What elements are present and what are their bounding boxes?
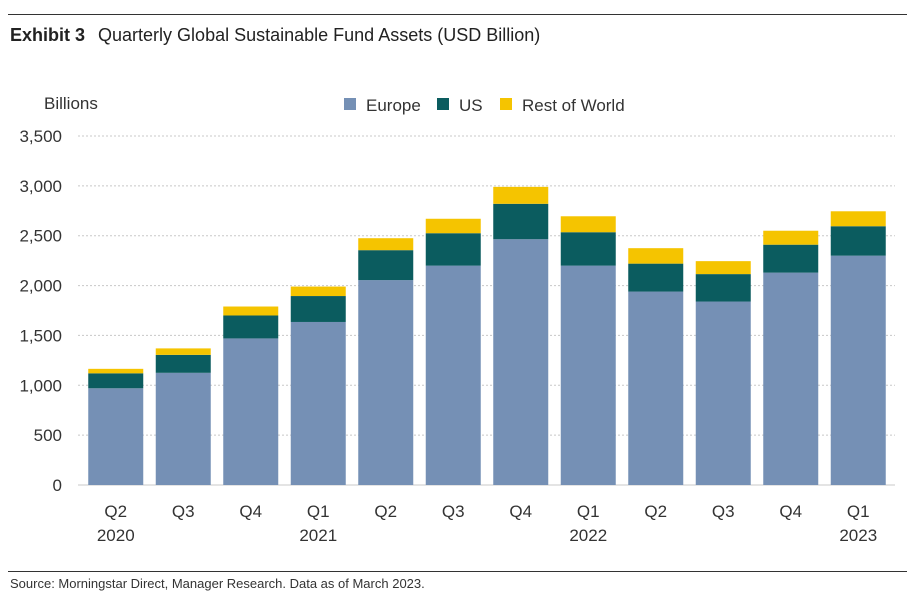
bar-rest-of-world — [223, 306, 279, 316]
bar-europe — [88, 388, 144, 485]
exhibit-title: Exhibit 3 Quarterly Global Sustainable F… — [10, 22, 540, 48]
bar-europe — [290, 321, 346, 485]
x-tick-year: 2021 — [299, 526, 337, 545]
bar-rest-of-world — [830, 211, 886, 227]
bar-europe — [155, 372, 211, 485]
bar-europe — [493, 239, 549, 485]
y-tick-label: 3,500 — [19, 127, 62, 146]
x-tick-quarter: Q2 — [644, 502, 667, 521]
bar-us — [358, 250, 414, 281]
bar-europe — [560, 265, 616, 485]
source-note: Source: Morningstar Direct, Manager Rese… — [10, 576, 425, 591]
y-axis-ticks: 0 500 1,000 1,500 2,000 2,500 3,000 3,500 — [19, 127, 62, 495]
bar-us — [493, 203, 549, 240]
legend-label: Rest of World — [522, 96, 625, 115]
bar-rest-of-world — [560, 216, 616, 233]
bar-us — [628, 263, 684, 292]
y-tick-label: 2,000 — [19, 277, 62, 296]
x-tick-quarter: Q1 — [577, 502, 600, 521]
legend: Europe US Rest of World — [344, 96, 625, 115]
legend-swatch-rest-of-world — [500, 98, 512, 110]
bar-europe — [763, 272, 819, 485]
bar-rest-of-world — [425, 218, 481, 234]
x-tick-year: 2020 — [97, 526, 135, 545]
x-tick-quarter: Q3 — [712, 502, 735, 521]
x-tick-quarter: Q1 — [307, 502, 330, 521]
bar-rest-of-world — [695, 261, 751, 275]
bars — [88, 186, 886, 485]
y-tick-label: 3,000 — [19, 177, 62, 196]
legend-label: Europe — [366, 96, 421, 115]
x-tick-quarter: Q3 — [442, 502, 465, 521]
x-tick-quarter: Q4 — [779, 502, 802, 521]
bar-rest-of-world — [88, 368, 144, 374]
bar-rest-of-world — [493, 186, 549, 204]
bar-rest-of-world — [628, 248, 684, 264]
bar-europe — [358, 280, 414, 485]
exhibit-label: Exhibit 3 — [10, 25, 86, 45]
legend-swatch-us — [437, 98, 449, 110]
chart-title: Quarterly Global Sustainable Fund Assets… — [98, 25, 541, 45]
bar-rest-of-world — [290, 286, 346, 297]
bar-rest-of-world — [358, 238, 414, 251]
legend-swatch-europe — [344, 98, 356, 110]
bar-us — [88, 373, 144, 389]
y-tick-label: 500 — [34, 426, 62, 445]
bar-europe — [695, 301, 751, 485]
legend-label: US — [459, 96, 483, 115]
gridlines — [78, 135, 895, 486]
bar-europe — [223, 338, 279, 485]
y-tick-label: 1,000 — [19, 376, 62, 395]
bar-rest-of-world — [155, 348, 211, 355]
bar-us — [695, 274, 751, 302]
bar-europe — [425, 265, 481, 485]
top-divider — [8, 14, 907, 15]
bar-us — [290, 296, 346, 322]
x-tick-quarter: Q2 — [104, 502, 127, 521]
x-axis-ticks: Q2 2020 Q3 Q4 Q1 2021 Q2 Q3 Q4 Q1 2022 Q2 Q3 Q4 Q1 2023 — [97, 502, 877, 545]
x-tick-quarter: Q3 — [172, 502, 195, 521]
bar-us — [830, 226, 886, 256]
bar-us — [425, 233, 481, 266]
bar-rest-of-world — [763, 230, 819, 245]
x-tick-year: 2023 — [839, 526, 877, 545]
x-tick-quarter: Q2 — [374, 502, 397, 521]
bar-us — [223, 315, 279, 339]
y-tick-label: 0 — [53, 476, 62, 495]
bar-us — [763, 244, 819, 273]
bottom-divider — [8, 571, 907, 572]
x-tick-year: 2022 — [569, 526, 607, 545]
x-tick-quarter: Q1 — [847, 502, 870, 521]
y-tick-label: 1,500 — [19, 326, 62, 345]
bar-us — [560, 232, 616, 266]
y-axis-title: Billions — [44, 94, 98, 113]
y-tick-label: 2,500 — [19, 227, 62, 246]
bar-us — [155, 354, 211, 373]
bar-europe — [830, 255, 886, 485]
x-tick-quarter: Q4 — [239, 502, 262, 521]
bar-europe — [628, 291, 684, 485]
x-tick-quarter: Q4 — [509, 502, 532, 521]
